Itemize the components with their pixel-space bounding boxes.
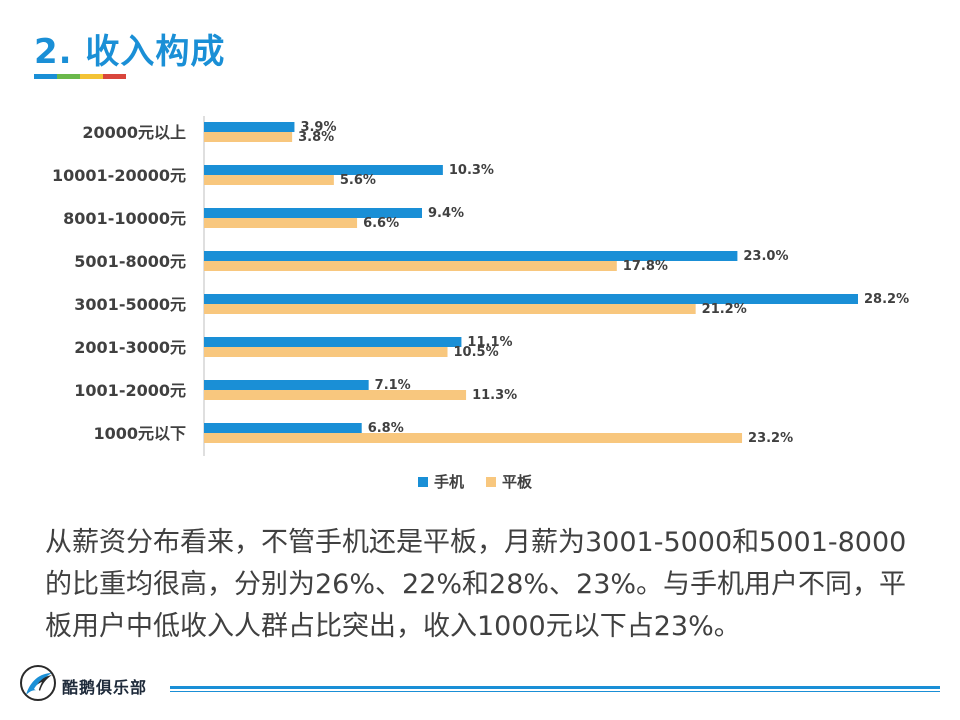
data-label: 6.8% [368, 421, 404, 436]
category-label: 20000元以上 [82, 123, 186, 142]
data-label: 6.6% [363, 216, 399, 231]
footer: 酷鹅俱乐部 [20, 665, 940, 705]
data-label: 17.8% [623, 259, 668, 274]
bar-phone [204, 423, 362, 433]
data-label: 10.5% [454, 345, 499, 360]
underline-segment-yellow [80, 74, 103, 79]
category-label: 1000元以下 [93, 424, 186, 443]
footer-divider-thin [170, 691, 940, 692]
underline-segment-green [57, 74, 80, 79]
bar-tablet [204, 304, 696, 314]
category-label: 3001-5000元 [74, 295, 186, 314]
legend-swatch-phone [418, 477, 428, 487]
category-label: 1001-2000元 [74, 381, 186, 400]
bar-tablet [204, 175, 334, 185]
logo-text: 酷鹅俱乐部 [62, 678, 148, 697]
bar-tablet [204, 218, 358, 228]
chart-legend: 手机 平板 [418, 473, 533, 491]
data-label: 3.8% [298, 130, 334, 145]
data-label: 11.1% [467, 335, 512, 350]
bar-tablet [204, 347, 448, 357]
category-label: 8001-10000元 [63, 209, 186, 228]
bar-phone [204, 208, 422, 218]
bar-tablet [204, 132, 293, 142]
bar-tablet [204, 433, 743, 443]
bar-phone [204, 165, 443, 175]
data-label: 9.4% [428, 206, 464, 221]
data-label: 7.1% [375, 378, 411, 393]
penguin-icon [20, 665, 56, 701]
footer-divider [170, 686, 940, 689]
title-underline [34, 74, 126, 79]
description-text: 从薪资分布看来，不管手机还是平板，月薪为3001-5000和5001-8000的… [45, 527, 907, 642]
bar-phone [204, 294, 858, 304]
page-title: 2. 收入构成 [34, 32, 226, 72]
data-label: 5.6% [340, 173, 376, 188]
chart-marks: 20000元以上 3.9%3.8% 10001-20000元 10.3% 5.6% 800… [52, 120, 909, 446]
underline-segment-red [103, 74, 126, 79]
category-label: 5001-8000元 [74, 252, 186, 271]
data-label: 11.3% [472, 388, 517, 403]
data-label: 3.9% [300, 120, 336, 135]
data-label: 28.2% [864, 292, 909, 307]
data-label: 23.2% [748, 431, 793, 446]
bar-tablet [204, 261, 617, 271]
bar-tablet [204, 390, 467, 400]
underline-segment-blue [34, 74, 57, 79]
bar-phone [204, 122, 295, 132]
income-bar-chart: 20000元以上 3.9%3.8% 10001-20000元 10.3% 5.6% 800… [52, 116, 909, 491]
category-label: 2001-3000元 [74, 338, 186, 357]
legend-swatch-tablet [486, 477, 496, 487]
category-label: 10001-20000元 [52, 166, 186, 185]
bar-phone [204, 337, 462, 347]
data-label: 21.2% [702, 302, 747, 317]
bar-phone [204, 380, 369, 390]
data-label: 10.3% [449, 163, 494, 178]
bar-phone [204, 251, 738, 261]
legend-label-tablet: 平板 [502, 473, 533, 491]
legend-label-phone: 手机 [434, 473, 464, 491]
data-label: 23.0% [743, 249, 788, 264]
